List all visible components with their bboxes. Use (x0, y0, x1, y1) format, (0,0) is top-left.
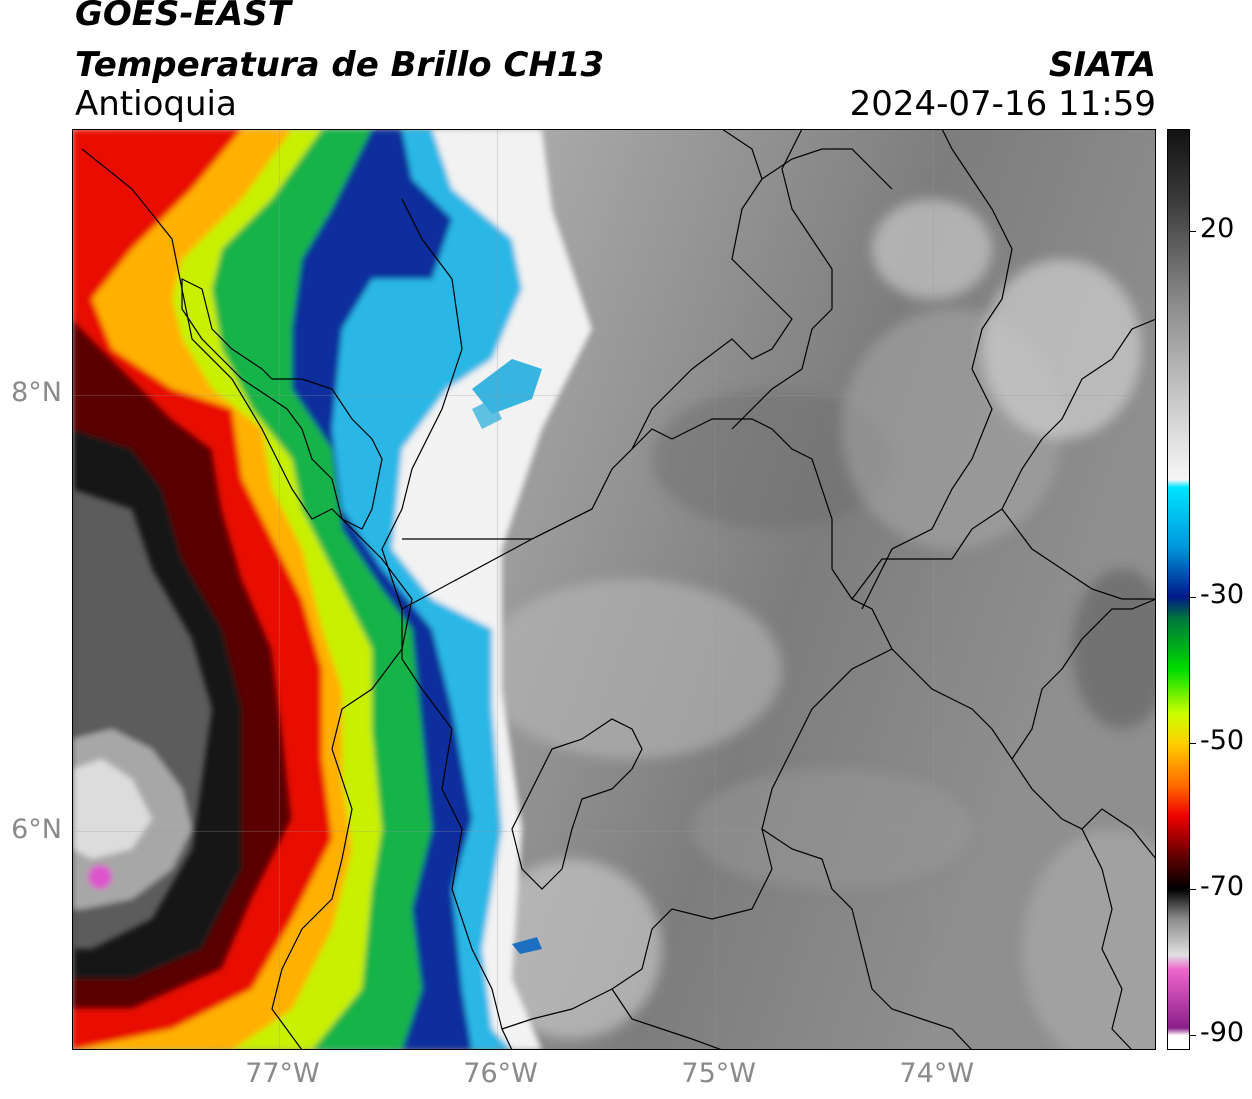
colorbar-tick-label: -30 (1200, 578, 1245, 610)
boundaries (81, 129, 1156, 1050)
lon-tick-label: 76°W (463, 1058, 538, 1089)
lon-tick-label: 77°W (245, 1058, 320, 1089)
org-label: SIATA (1048, 45, 1156, 85)
region-label: Antioquia (75, 84, 237, 124)
cloud-texture (482, 199, 1156, 1050)
satellite-map (72, 129, 1156, 1050)
map-frame (72, 129, 1156, 1050)
overshoot-core (72, 489, 212, 949)
colorbar-tick-label: -70 (1200, 871, 1245, 903)
colorbar-tick-mark (1190, 596, 1196, 598)
colorbar-tick-mark (1190, 1035, 1196, 1037)
colorbar-tick-mark (1190, 231, 1196, 233)
lat-tick-label: 8°N (11, 377, 62, 409)
colorbar-tick-label: -50 (1200, 725, 1245, 756)
colorbar-tick-label: 20 (1200, 213, 1235, 245)
colorbar-tick-mark (1190, 889, 1196, 891)
graticule (72, 129, 1156, 1050)
product-title: Temperatura de Brillo CH13 (75, 45, 605, 85)
lon-tick-label: 75°W (681, 1058, 756, 1089)
colorbar-tick-label: -90 (1200, 1017, 1245, 1049)
cloud-fragments (472, 359, 542, 954)
lon-tick-label: 74°W (899, 1058, 975, 1089)
lat-tick-label: 6°N (11, 813, 62, 845)
datetime-label: 2024-07-16 11:59 (849, 84, 1156, 124)
satellite-title: GOES-EAST (75, 0, 291, 34)
colorbar-tick-mark (1190, 743, 1196, 744)
colorbar (1167, 129, 1190, 1050)
